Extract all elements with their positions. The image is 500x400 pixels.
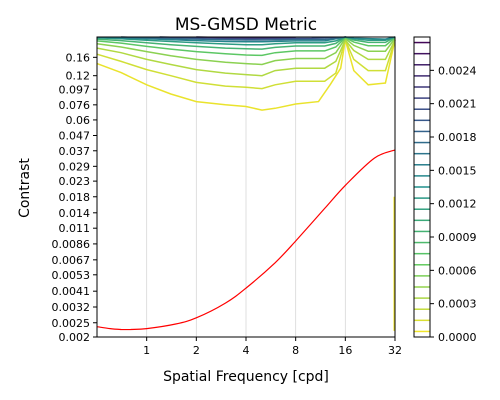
x-axis-label: Spatial Frequency [cpd] <box>163 369 329 385</box>
x-tick-label: 32 <box>388 344 402 357</box>
colorbar-tick-label: 0.0012 <box>438 198 477 211</box>
y-tick-label: 0.014 <box>59 207 91 220</box>
y-tick-label: 0.037 <box>59 145 91 158</box>
colorbar-tick-label: 0.0021 <box>438 98 477 111</box>
contour-line <box>96 37 396 66</box>
y-tick-label: 0.16 <box>66 51 91 64</box>
colorbar-tick-label: 0.0003 <box>438 298 477 311</box>
colorbar-tick-label: 0.0006 <box>438 264 477 277</box>
y-tick-label: 0.0025 <box>52 317 91 330</box>
threshold-curve-layer <box>96 149 396 331</box>
y-tick-label: 0.097 <box>59 83 91 96</box>
x-tick-label: 4 <box>243 344 250 357</box>
y-tick-label: 0.076 <box>59 99 91 112</box>
y-tick-label: 0.029 <box>59 160 91 173</box>
contour-line <box>96 36 396 57</box>
y-tick-label: 0.0067 <box>52 254 91 267</box>
x-tick-label: 8 <box>292 344 299 357</box>
contour-line <box>96 36 396 43</box>
contour-line <box>96 37 396 90</box>
colorbar-tick-label: 0.0015 <box>438 164 477 177</box>
y-tick-label: 0.0041 <box>52 285 91 298</box>
colorbar: 0.0000 0.0003 0.0006 0.0009 0.0012 0.0015 0.00… <box>413 36 477 344</box>
x-axis: 1 2 4 8 16 32 <box>143 337 402 357</box>
contour-line <box>96 38 396 77</box>
y-tick-label: 0.0032 <box>52 301 91 314</box>
x-tick-label: 1 <box>143 344 150 357</box>
y-tick-label: 0.023 <box>59 175 91 188</box>
plot-area <box>96 36 396 338</box>
y-axis-label: Contrast <box>17 158 33 218</box>
colorbar-tick-label: 0.0009 <box>438 231 477 244</box>
contour-line <box>96 39 396 111</box>
y-tick-label: 0.06 <box>66 114 91 127</box>
contour-line <box>121 36 346 41</box>
contour-line <box>96 36 396 50</box>
y-tick-label: 0.018 <box>59 191 91 204</box>
x-tick-label: 2 <box>193 344 200 357</box>
colorbar-tick-label: 0.0018 <box>438 131 477 144</box>
y-tick-label: 0.12 <box>66 70 91 83</box>
chart-title: MS-GMSD Metric <box>175 15 317 35</box>
y-tick-label: 0.047 <box>59 130 91 143</box>
colorbar-tick-label: 0.0024 <box>438 64 477 77</box>
y-tick-label: 0.0086 <box>52 238 91 251</box>
contour-lines <box>96 36 396 331</box>
contour-line <box>159 36 336 40</box>
contour-line <box>96 36 396 46</box>
colorbar-tick-label: 0.0000 <box>438 331 477 344</box>
colorbar-frame <box>413 36 431 338</box>
threshold-curve <box>96 149 396 331</box>
y-tick-label: 0.011 <box>59 222 91 235</box>
y-tick-label: 0.0053 <box>52 269 91 282</box>
x-tick-label: 16 <box>338 344 352 357</box>
y-tick-label: 0.002 <box>59 331 91 344</box>
